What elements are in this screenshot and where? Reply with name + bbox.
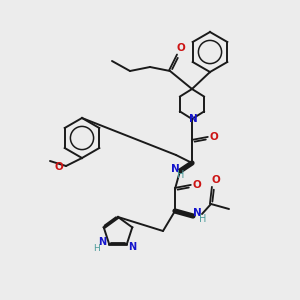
Text: O: O [212, 175, 220, 185]
Text: N: N [128, 242, 136, 252]
Text: O: O [177, 43, 185, 53]
Text: O: O [193, 180, 201, 190]
Text: O: O [55, 162, 63, 172]
Text: H: H [93, 244, 100, 253]
Text: N: N [171, 164, 179, 174]
Text: N: N [189, 114, 197, 124]
Text: O: O [210, 132, 218, 142]
Text: H: H [199, 214, 207, 224]
Text: H: H [177, 170, 185, 180]
Text: N: N [98, 237, 106, 247]
Text: N: N [193, 208, 201, 218]
